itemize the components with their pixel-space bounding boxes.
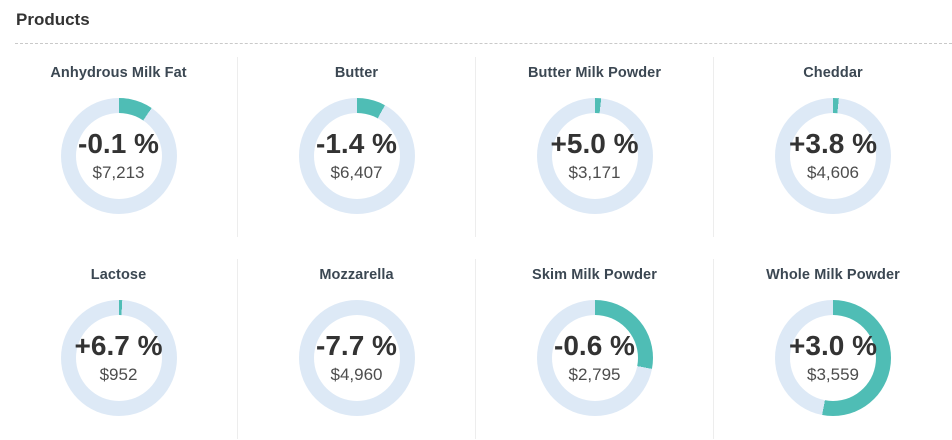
donut-chart[interactable]: -0.1 % $7,213 <box>60 98 177 214</box>
price-value: $3,559 <box>807 364 859 384</box>
donut-center: -0.6 % $2,795 <box>551 315 638 401</box>
donut-center: +3.8 % $4,606 <box>789 113 877 199</box>
product-name: Mozzarella <box>319 267 394 283</box>
product-card-mozzarella: Mozzarella -7.7 % $4,960 <box>238 259 476 439</box>
product-card-lactose: Lactose +6.7 % $952 <box>0 259 238 439</box>
change-percent: -0.6 % <box>554 329 635 361</box>
donut-chart[interactable]: -7.7 % $4,960 <box>298 300 415 416</box>
donut-center: +6.7 % $952 <box>74 315 163 401</box>
donut-chart[interactable]: +6.7 % $952 <box>60 300 177 416</box>
donut-chart[interactable]: -1.4 % $6,407 <box>298 98 415 214</box>
price-value: $6,407 <box>330 162 383 182</box>
product-card-skim-milk-powder: Skim Milk Powder -0.6 % $2,795 <box>476 259 714 439</box>
product-card-butter-milk-powder: Butter Milk Powder +5.0 % $3,171 <box>476 57 714 237</box>
change-percent: -0.1 % <box>78 127 159 159</box>
price-value: $3,171 <box>568 162 621 182</box>
donut-chart[interactable]: +3.8 % $4,606 <box>775 98 891 214</box>
change-percent: +6.7 % <box>74 329 163 361</box>
change-percent: +3.0 % <box>789 329 877 361</box>
product-name: Whole Milk Powder <box>766 267 900 283</box>
price-value: $4,606 <box>807 162 859 182</box>
change-percent: +3.8 % <box>789 127 877 159</box>
product-name: Anhydrous Milk Fat <box>50 65 187 81</box>
price-value: $952 <box>99 364 138 384</box>
section-divider <box>15 43 952 44</box>
price-value: $7,213 <box>92 162 145 182</box>
product-card-butter: Butter -1.4 % $6,407 <box>238 57 476 237</box>
product-card-anhydrous-milk-fat: Anhydrous Milk Fat -0.1 % $7,213 <box>0 57 238 237</box>
price-value: $4,960 <box>330 364 383 384</box>
price-value: $2,795 <box>568 364 621 384</box>
product-card-whole-milk-powder: Whole Milk Powder +3.0 % $3,559 <box>714 259 952 439</box>
product-name: Butter Milk Powder <box>527 65 662 81</box>
donut-center: -7.7 % $4,960 <box>313 315 400 401</box>
donut-chart[interactable]: +3.0 % $3,559 <box>775 300 891 416</box>
change-percent: -1.4 % <box>316 127 397 159</box>
change-percent: +5.0 % <box>550 127 639 159</box>
product-name: Skim Milk Powder <box>532 267 657 283</box>
donut-center: +3.0 % $3,559 <box>789 315 877 401</box>
donut-center: -1.4 % $6,407 <box>313 113 400 199</box>
donut-chart[interactable]: +5.0 % $3,171 <box>536 98 653 214</box>
change-percent: -7.7 % <box>316 329 397 361</box>
donut-chart[interactable]: -0.6 % $2,795 <box>536 300 653 416</box>
donut-center: +5.0 % $3,171 <box>550 113 639 199</box>
product-name: Cheddar <box>803 65 863 81</box>
page-title: Products <box>16 10 90 29</box>
product-card-cheddar: Cheddar +3.8 % $4,606 <box>714 57 952 237</box>
products-grid: Anhydrous Milk Fat -0.1 % $7,213 Butter … <box>0 57 952 439</box>
product-name: Lactose <box>90 267 147 283</box>
product-name: Butter <box>334 65 379 81</box>
donut-center: -0.1 % $7,213 <box>75 113 162 199</box>
